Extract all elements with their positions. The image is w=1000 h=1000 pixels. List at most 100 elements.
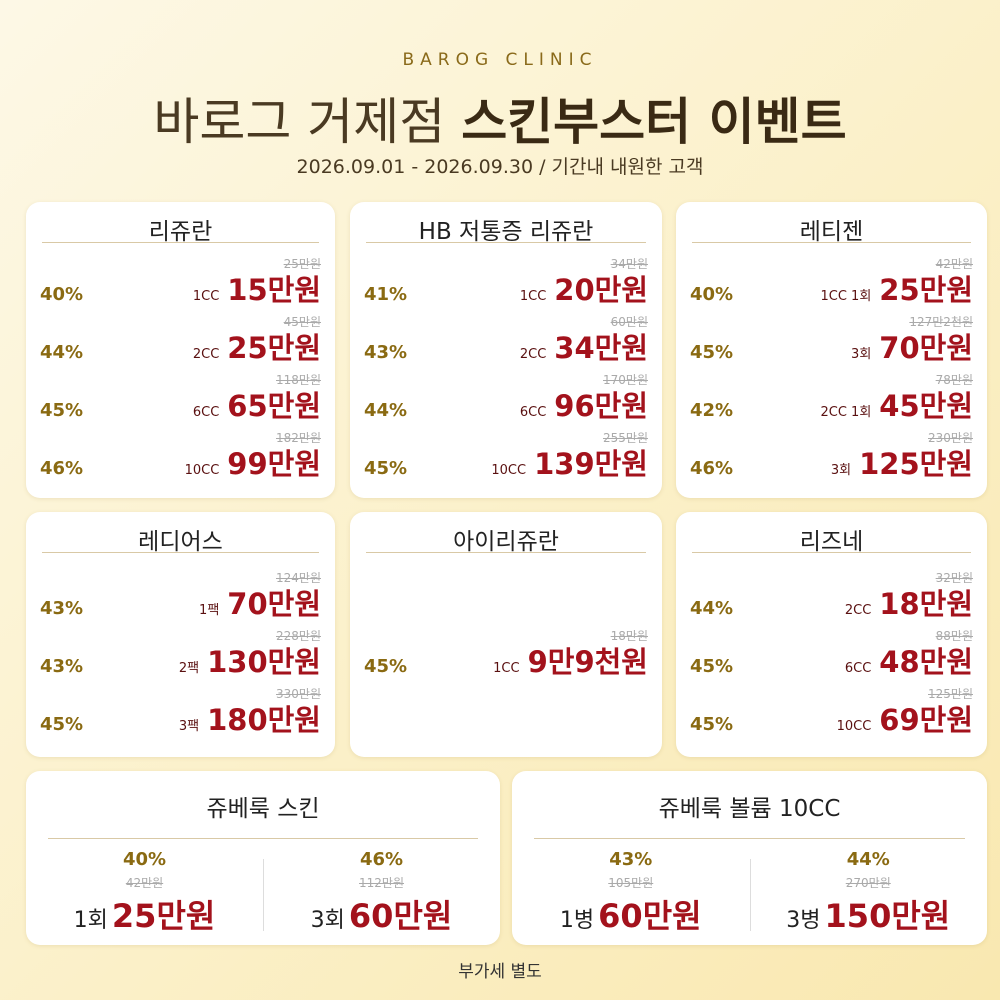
item-list: 44% 32만원 2CC 18만원 45% 88만원 6CC 48만원 45% 125만원 10CC… bbox=[676, 558, 987, 749]
original-price: 60만원 bbox=[610, 315, 648, 329]
option: 1회 bbox=[73, 908, 108, 933]
divider bbox=[366, 552, 646, 553]
footer-note: 부가세 별도 bbox=[458, 962, 542, 982]
price-column: 44% 270만원 3병 150만원 bbox=[750, 849, 988, 937]
product-card: 아이리쥬란 45% 18만원 1CC 9만9천원 bbox=[350, 512, 662, 757]
discount: 43% bbox=[609, 849, 653, 870]
product-card: 리쥬란 40% 25만원 1CC 15만원 44% 45만원 2CC 25만원 45% 118만원 6… bbox=[26, 202, 335, 498]
original-price: 45만원 bbox=[283, 315, 321, 329]
discount: 40% bbox=[122, 849, 167, 870]
card-title: 리쥬란 bbox=[148, 219, 213, 245]
sale-price: 25만원 bbox=[879, 273, 973, 307]
price-line: 3회 70만원 bbox=[851, 325, 973, 367]
price-row: 45% 18만원 1CC 9만9천원 bbox=[350, 625, 662, 683]
original-price: 228만원 bbox=[276, 628, 321, 643]
original-price: 270만원 bbox=[845, 876, 891, 890]
original-price: 105만원 bbox=[608, 876, 654, 890]
option: 1CC bbox=[519, 289, 547, 304]
product-card: 쥬베룩 스킨 40% 42만원 1회 25만원 46% 112만원 3회 60만원 bbox=[26, 771, 500, 945]
divider bbox=[48, 838, 478, 839]
discount: 44% bbox=[846, 849, 890, 870]
discount: 45% bbox=[690, 713, 734, 735]
original-price: 34만원 bbox=[610, 257, 648, 271]
card-title: 쥬베룩 스킨 bbox=[206, 796, 320, 822]
price-row: 46% 230만원 3회 125만원 bbox=[676, 427, 987, 485]
divider bbox=[534, 838, 965, 839]
option: 3팩 bbox=[178, 718, 200, 734]
sale-price: 25만원 bbox=[227, 331, 321, 365]
discount: 44% bbox=[40, 342, 84, 363]
price-line: 3병 150만원 bbox=[750, 891, 988, 937]
sale-price: 96만원 bbox=[554, 389, 648, 423]
discount: 42% bbox=[690, 400, 734, 421]
price-line: 2CC 34만원 bbox=[520, 325, 648, 367]
price-line: 1회 25만원 bbox=[26, 891, 263, 937]
divider bbox=[692, 552, 971, 553]
price-row: 43% 228만원 2팩 130만원 bbox=[26, 625, 335, 683]
price-row: 40% 42만원 1CC 1회 25만원 bbox=[676, 253, 987, 311]
title-bold: 스킨부스터 이벤트 bbox=[461, 93, 847, 151]
discount: 45% bbox=[690, 342, 734, 363]
price-line: 1병 60만원 bbox=[512, 891, 750, 937]
sale-price: 99만원 bbox=[227, 447, 321, 481]
card-title: HB 저통증 리쥬란 bbox=[418, 219, 594, 245]
price-column: 43% 105만원 1병 60만원 bbox=[512, 849, 750, 937]
title-light: 바로그 거제점 bbox=[153, 93, 446, 151]
discount: 44% bbox=[364, 400, 408, 421]
price-line: 3회 125만원 bbox=[831, 441, 973, 483]
option: 2CC bbox=[192, 347, 220, 362]
card-title: 레티젠 bbox=[799, 219, 864, 245]
original-price: 112만원 bbox=[359, 876, 404, 890]
discount: 43% bbox=[40, 655, 84, 677]
price-line: 2팩 130만원 bbox=[179, 639, 321, 681]
sale-price: 150만원 bbox=[824, 897, 951, 935]
original-price: 170만원 bbox=[603, 373, 648, 387]
option: 10CC bbox=[836, 718, 872, 734]
original-price: 18만원 bbox=[610, 628, 648, 643]
option: 1팩 bbox=[199, 602, 220, 618]
discount: 46% bbox=[690, 458, 734, 479]
price-row: 41% 34만원 1CC 20만원 bbox=[350, 253, 662, 311]
product-card: HB 저통증 리쥬란 41% 34만원 1CC 20만원 43% 60만원 2CC 34만원 44… bbox=[350, 202, 662, 498]
option: 6CC bbox=[192, 405, 220, 420]
discount: 40% bbox=[40, 284, 84, 305]
divider bbox=[42, 552, 319, 553]
original-price: 125만원 bbox=[928, 686, 973, 701]
price-row: 40% 25만원 1CC 15만원 bbox=[26, 253, 335, 311]
price-row: 44% 32만원 2CC 18만원 bbox=[676, 567, 987, 625]
price-row: 44% 45만원 2CC 25만원 bbox=[26, 311, 335, 369]
sale-price: 125만원 bbox=[859, 447, 973, 481]
original-price: 127만2천원 bbox=[909, 315, 973, 329]
item-list: 45% 18만원 1CC 9만9천원 bbox=[350, 558, 662, 749]
card-title: 레디어스 bbox=[138, 529, 223, 555]
product-card: 레티젠 40% 42만원 1CC 1회 25만원 45% 127만2천원 3회 70만원 42% 7… bbox=[676, 202, 987, 498]
price-line: 6CC 48만원 bbox=[845, 639, 973, 681]
sale-price: 25만원 bbox=[111, 897, 216, 935]
price-line: 1CC 1회 25만원 bbox=[820, 267, 973, 309]
option: 3회 bbox=[851, 347, 872, 362]
discount: 45% bbox=[40, 400, 84, 421]
discount: 43% bbox=[364, 342, 408, 363]
option: 2CC bbox=[519, 347, 547, 362]
option: 1CC bbox=[493, 660, 520, 676]
price-row: 44% 170만원 6CC 96만원 bbox=[350, 369, 662, 427]
option: 3회 bbox=[310, 908, 345, 933]
price-row: 43% 124만원 1팩 70만원 bbox=[26, 567, 335, 625]
price-line: 6CC 96만원 bbox=[520, 383, 648, 425]
discount: 45% bbox=[690, 655, 734, 677]
option: 2CC bbox=[844, 602, 872, 618]
sale-price: 180만원 bbox=[207, 702, 321, 737]
price-line: 6CC 65만원 bbox=[193, 383, 321, 425]
discount: 44% bbox=[690, 597, 734, 619]
discount: 45% bbox=[364, 655, 408, 677]
original-price: 182만원 bbox=[276, 431, 321, 445]
discount: 46% bbox=[40, 458, 84, 479]
option: 1병 bbox=[559, 908, 595, 933]
card-title: 아이리쥬란 bbox=[453, 529, 559, 555]
divider bbox=[692, 242, 971, 243]
option: 3병 bbox=[786, 908, 821, 933]
discount: 45% bbox=[364, 458, 408, 479]
title: 바로그 거제점 스킨부스터 이벤트 bbox=[0, 82, 1000, 154]
product-card: 레디어스 43% 124만원 1팩 70만원 43% 228만원 2팩 130만원 45% 330만… bbox=[26, 512, 335, 757]
sale-price: 20만원 bbox=[554, 273, 648, 307]
